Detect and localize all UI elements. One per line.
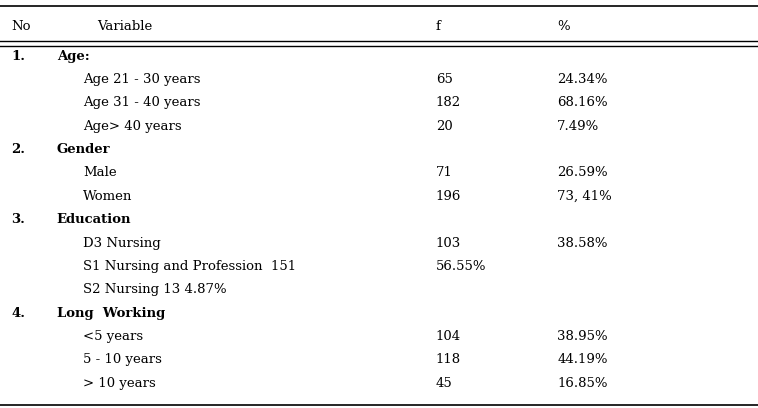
Text: 26.59%: 26.59% (557, 166, 608, 180)
Text: 2.: 2. (11, 143, 25, 156)
Text: 4.: 4. (11, 306, 25, 319)
Text: 3.: 3. (11, 213, 25, 226)
Text: 73, 41%: 73, 41% (557, 190, 612, 203)
Text: Age:: Age: (57, 50, 89, 63)
Text: D3 Nursing: D3 Nursing (83, 237, 161, 250)
Text: Women: Women (83, 190, 133, 203)
Text: S1 Nursing and Profession  151: S1 Nursing and Profession 151 (83, 260, 296, 273)
Text: No: No (11, 20, 31, 33)
Text: Gender: Gender (57, 143, 111, 156)
Text: Age 31 - 40 years: Age 31 - 40 years (83, 96, 201, 109)
Text: 45: 45 (436, 377, 453, 390)
Text: 103: 103 (436, 237, 461, 250)
Text: 196: 196 (436, 190, 461, 203)
Text: 118: 118 (436, 353, 461, 366)
Text: Variable: Variable (98, 20, 152, 33)
Text: 16.85%: 16.85% (557, 377, 608, 390)
Text: > 10 years: > 10 years (83, 377, 156, 390)
Text: Male: Male (83, 166, 117, 180)
Text: Education: Education (57, 213, 131, 226)
Text: 24.34%: 24.34% (557, 73, 608, 86)
Text: Long  Working: Long Working (57, 306, 165, 319)
Text: 5 - 10 years: 5 - 10 years (83, 353, 162, 366)
Text: %: % (557, 20, 570, 33)
Text: 38.95%: 38.95% (557, 330, 608, 343)
Text: 71: 71 (436, 166, 453, 180)
Text: 56.55%: 56.55% (436, 260, 487, 273)
Text: 68.16%: 68.16% (557, 96, 608, 109)
Text: Age> 40 years: Age> 40 years (83, 120, 182, 133)
Text: f: f (436, 20, 440, 33)
Text: Age 21 - 30 years: Age 21 - 30 years (83, 73, 201, 86)
Text: S2 Nursing 13 4.87%: S2 Nursing 13 4.87% (83, 283, 227, 296)
Text: 1.: 1. (11, 50, 25, 63)
Text: 65: 65 (436, 73, 453, 86)
Text: 7.49%: 7.49% (557, 120, 600, 133)
Text: <5 years: <5 years (83, 330, 143, 343)
Text: 182: 182 (436, 96, 461, 109)
Text: 38.58%: 38.58% (557, 237, 608, 250)
Text: 20: 20 (436, 120, 453, 133)
Text: 104: 104 (436, 330, 461, 343)
Text: 44.19%: 44.19% (557, 353, 608, 366)
